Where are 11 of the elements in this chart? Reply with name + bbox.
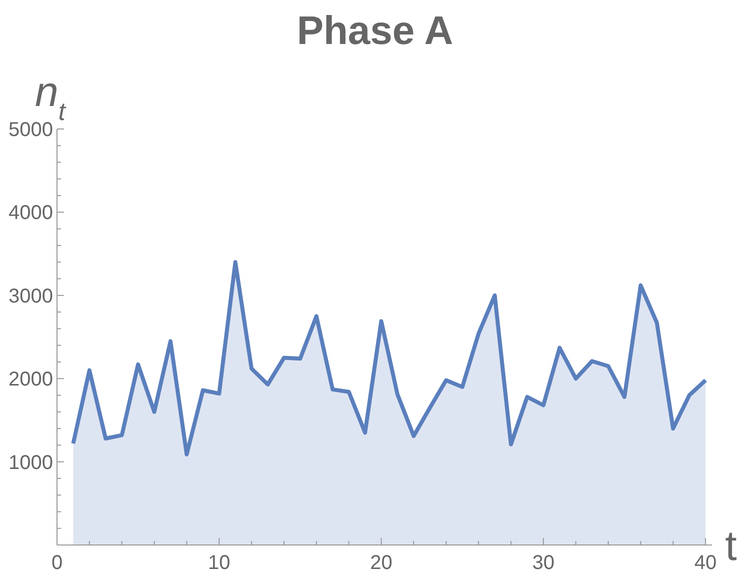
x-tick-label: 40 [694, 552, 717, 574]
x-tick-label: 10 [208, 552, 230, 574]
y-tick-label: 2000 [8, 368, 53, 391]
x-axis-title: t [725, 522, 738, 569]
chart-title: Phase A [296, 9, 454, 53]
x-tick-label: 0 [51, 552, 63, 574]
x-tick-label: 20 [370, 552, 392, 574]
y-tick-label: 1000 [8, 452, 53, 474]
y-tick-label: 3000 [8, 285, 53, 308]
y-tick-label: 4000 [8, 202, 53, 224]
x-tick-label: 30 [532, 552, 555, 574]
